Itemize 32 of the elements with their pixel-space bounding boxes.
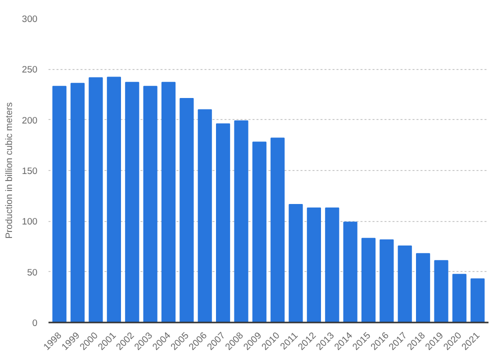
bar [325,207,340,322]
bar [306,207,321,322]
bar [343,222,358,322]
bar [270,138,285,322]
y-axis-title: Production in billion cubic meters [4,102,14,239]
y-tick-label: 200 [22,115,38,126]
bar [161,82,176,322]
bar [88,77,103,322]
y-tick-label: 0 [32,318,38,328]
bar [216,123,230,322]
y-tick-label: 150 [22,166,38,176]
bar [452,274,466,322]
bar [288,204,303,322]
bar [52,86,66,322]
bar [434,260,448,322]
bar [234,120,248,322]
bar [416,253,430,322]
y-tick-label: 100 [22,216,38,227]
bar [180,98,194,322]
y-tick-label: 300 [22,14,38,24]
y-tick-label: 50 [27,267,38,278]
bar [361,238,376,322]
bar [106,76,121,322]
bar [70,82,85,322]
bar [252,142,266,322]
bar [398,245,412,322]
bar [125,82,140,322]
bar [198,109,212,322]
y-tick-label: 250 [22,64,38,75]
bar [470,278,485,322]
bar [143,86,158,322]
bar [380,239,394,322]
